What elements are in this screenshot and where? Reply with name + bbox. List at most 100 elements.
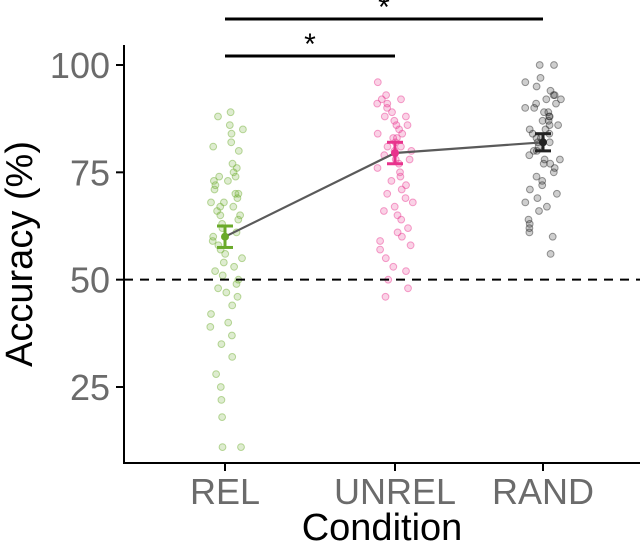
data-point-rel	[227, 129, 236, 138]
data-point-rand	[535, 207, 543, 215]
data-point-rand	[539, 159, 548, 168]
data-point-rand	[549, 168, 558, 177]
data-point-rel	[211, 181, 220, 190]
data-point-rel	[216, 202, 225, 211]
data-point-unrel	[383, 189, 392, 198]
data-point-unrel	[392, 121, 401, 129]
data-point-rand	[543, 202, 551, 211]
data-point-rand	[550, 61, 558, 69]
data-point-rel	[218, 443, 227, 452]
data-point-unrel	[405, 155, 414, 164]
data-point-unrel	[396, 168, 404, 177]
data-point-unrel	[396, 172, 405, 181]
data-point-rel	[214, 112, 222, 121]
data-point-rel	[212, 370, 221, 379]
data-point-unrel	[390, 116, 399, 125]
data-point-unrel	[383, 104, 392, 112]
data-point-unrel	[380, 207, 388, 215]
data-point-rand	[538, 181, 547, 190]
data-point-rel	[216, 211, 225, 220]
data-point-rel	[222, 288, 231, 297]
y-ticks: 25 50 75 100	[50, 45, 124, 408]
data-point-unrel	[393, 211, 402, 220]
data-point-rel	[210, 177, 218, 185]
data-point-unrel	[402, 112, 410, 121]
data-point-rel	[230, 262, 239, 271]
data-point-rand	[538, 177, 547, 185]
data-point-unrel	[373, 129, 382, 138]
error-bar-rel	[217, 224, 233, 249]
data-point-rel	[234, 189, 243, 198]
data-point-unrel	[377, 95, 386, 104]
y-tick-label: 50	[70, 260, 110, 301]
data-point-rel	[220, 198, 228, 207]
data-point-rel	[210, 185, 219, 194]
mean-point-rel	[221, 232, 229, 241]
data-point-rel	[232, 280, 241, 288]
data-point-rel	[237, 443, 245, 452]
data-point-rand	[532, 82, 541, 91]
data-point-rel	[229, 202, 238, 211]
data-point-rel	[234, 147, 243, 155]
y-tick-label: 75	[70, 152, 110, 193]
data-point-unrel	[397, 142, 405, 151]
significance-star: *	[378, 0, 390, 24]
data-point-rel	[221, 250, 230, 258]
error-bar-rand	[535, 132, 551, 153]
data-point-rel	[233, 292, 242, 301]
data-point-rel	[207, 198, 215, 207]
data-point-rel	[206, 323, 215, 331]
data-point-unrel	[381, 254, 390, 263]
data-point-unrel	[395, 125, 404, 134]
x-tick-label: UNREL	[334, 471, 456, 512]
error-bar-unrel	[387, 140, 403, 166]
data-point-rand	[550, 91, 559, 99]
data-point-rel	[225, 121, 234, 129]
data-point-rel	[234, 215, 243, 224]
data-point-rel	[214, 284, 223, 293]
data-point-rand	[554, 121, 562, 129]
data-point-unrel	[397, 185, 406, 194]
x-tick-label: REL	[190, 471, 260, 512]
data-point-rel	[217, 340, 226, 349]
data-point-rel	[228, 331, 236, 340]
data-point-rand	[553, 189, 561, 198]
data-point-rand	[545, 112, 554, 121]
data-point-rel	[226, 108, 235, 117]
data-point-rand	[521, 104, 530, 112]
data-point-unrel	[383, 142, 392, 151]
data-point-rel	[219, 258, 228, 267]
data-point-rand	[532, 172, 541, 181]
data-point-rand	[524, 215, 533, 224]
data-point-rel	[232, 164, 241, 172]
data-point-rel	[207, 310, 215, 318]
error-bars	[217, 132, 551, 249]
y-axis-title: Accuracy (%)	[0, 141, 41, 367]
data-point-rel	[228, 301, 237, 310]
data-point-rel	[224, 318, 233, 327]
data-point-unrel	[402, 267, 410, 276]
data-point-unrel	[388, 108, 396, 117]
data-point-rand	[550, 164, 559, 172]
data-point-unrel	[373, 78, 382, 87]
data-point-rand	[542, 95, 551, 104]
data-point-rel	[208, 237, 217, 245]
data-point-rand	[548, 232, 557, 241]
data-point-rel	[227, 138, 236, 147]
data-point-rel	[213, 207, 222, 215]
data-point-rand	[546, 159, 555, 168]
data-point-rel	[211, 267, 220, 276]
data-point-rel	[228, 353, 237, 361]
data-point-rand	[521, 198, 530, 207]
mean-point-unrel	[391, 149, 399, 158]
data-point-rand	[525, 220, 534, 228]
data-point-rand	[525, 151, 534, 160]
data-point-rand	[546, 86, 555, 95]
mean-point-rand	[539, 138, 547, 147]
data-point-rand	[556, 155, 564, 164]
data-point-rel	[209, 232, 218, 241]
data-point-unrel	[376, 245, 385, 254]
data-point-rel	[231, 189, 240, 198]
data-point-unrel	[393, 228, 402, 237]
